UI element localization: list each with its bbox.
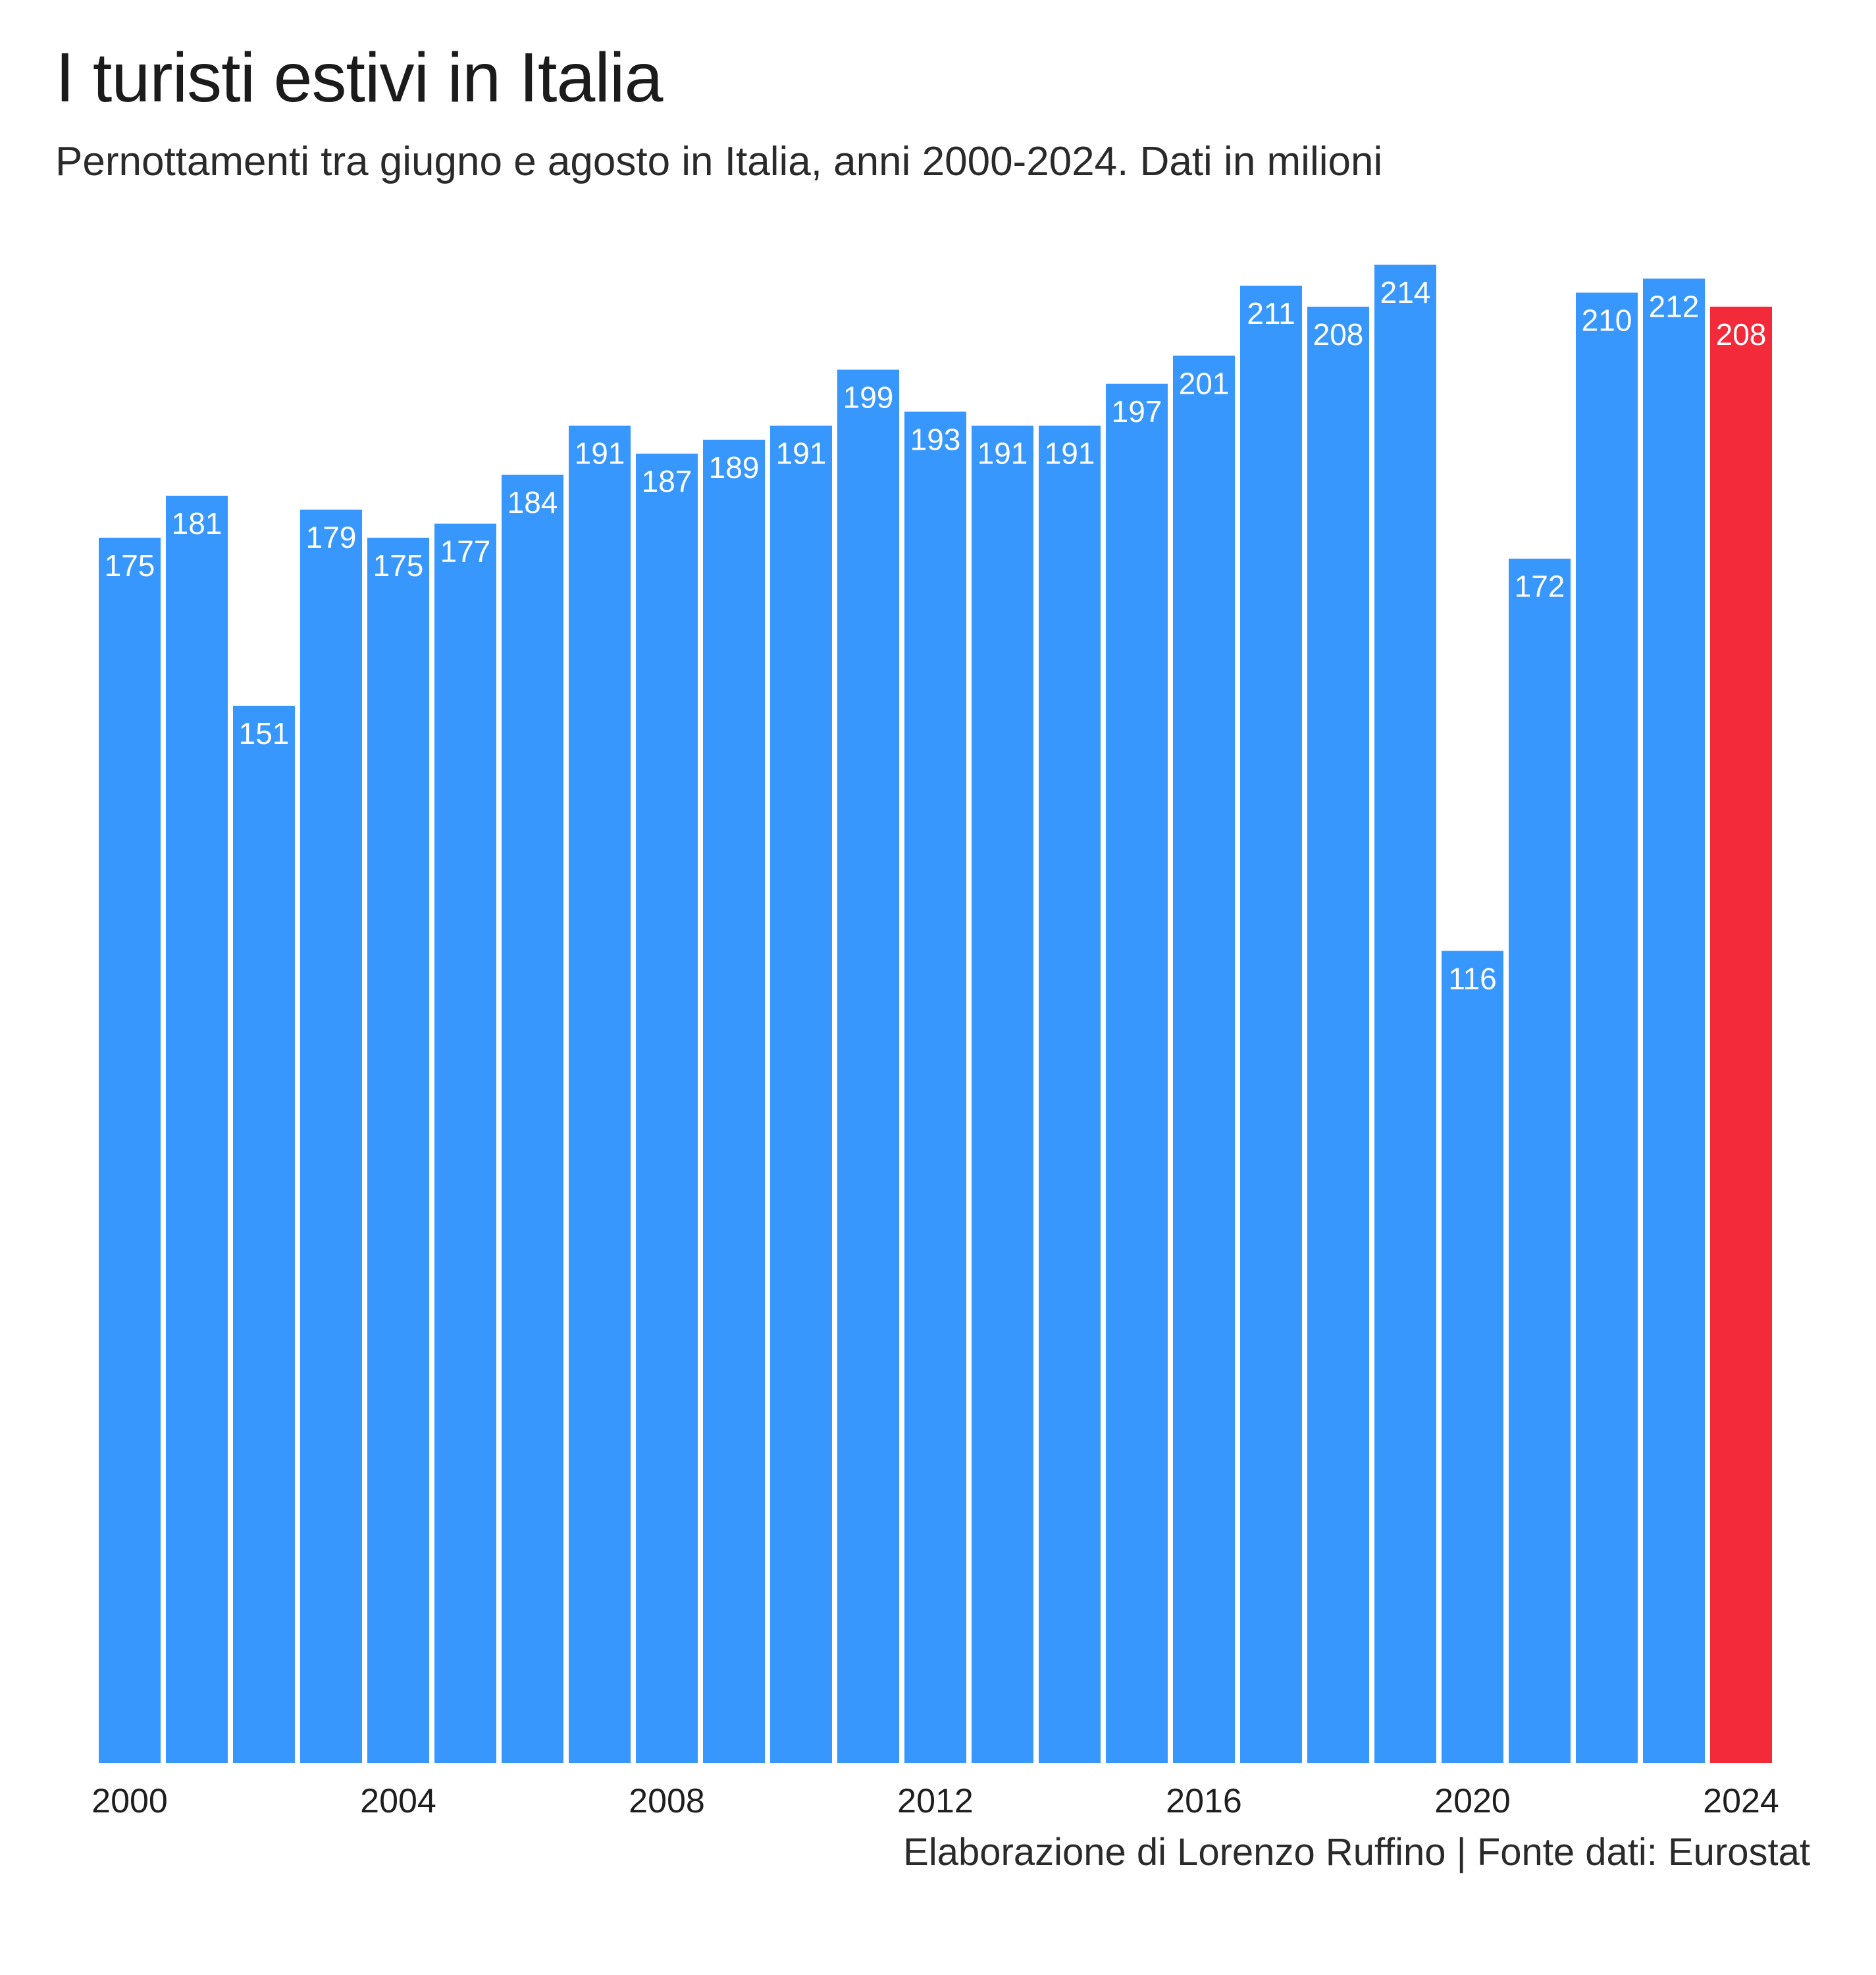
bar-2021 xyxy=(1509,558,1571,1763)
bar-2020 xyxy=(1442,951,1503,1763)
chart-title: I turisti estivi in Italia xyxy=(55,39,663,117)
bar-2016 xyxy=(1173,356,1235,1763)
bar-2019 xyxy=(1374,265,1436,1763)
bar-2017 xyxy=(1240,285,1302,1764)
bar-2010 xyxy=(770,425,832,1763)
bar-2022 xyxy=(1576,292,1638,1764)
value-labels-group: 175 181 151 179 175 177 184 191 187 189 191 199 193 1… xyxy=(105,275,1767,995)
bar-2009 xyxy=(703,439,765,1763)
bar-2003 xyxy=(300,510,362,1764)
x-tick-label-2024: 2024 xyxy=(1703,1782,1779,1820)
bar-2007 xyxy=(569,425,631,1763)
x-axis-ticks: 2000 2004 2008 2012 2016 2020 2024 xyxy=(91,1782,1779,1820)
value-label-2006: 184 xyxy=(508,485,558,519)
bar-2014 xyxy=(1039,425,1101,1763)
value-label-2009: 189 xyxy=(709,450,760,485)
value-label-2004: 175 xyxy=(373,548,424,583)
bar-2023 xyxy=(1643,278,1705,1764)
value-label-2017: 211 xyxy=(1247,296,1295,330)
value-label-2019: 214 xyxy=(1380,275,1431,309)
value-label-2008: 187 xyxy=(642,464,692,498)
value-label-2001: 181 xyxy=(172,506,222,540)
bar-2015 xyxy=(1106,383,1168,1763)
x-tick-label-2020: 2020 xyxy=(1434,1782,1511,1820)
value-label-2002: 151 xyxy=(239,716,290,750)
x-tick-label-2004: 2004 xyxy=(360,1782,436,1820)
bar-2011 xyxy=(837,369,899,1763)
bar-2002 xyxy=(233,706,295,1763)
bar-2018 xyxy=(1307,306,1369,1764)
x-tick-label-2008: 2008 xyxy=(629,1782,705,1820)
bar-2012 xyxy=(904,411,966,1764)
value-label-2024: 208 xyxy=(1716,317,1767,352)
x-tick-label-2016: 2016 xyxy=(1166,1782,1242,1820)
bar-2006 xyxy=(502,475,563,1763)
x-tick-label-2000: 2000 xyxy=(91,1782,168,1820)
value-label-2018: 208 xyxy=(1313,317,1364,352)
bar-2005 xyxy=(434,523,496,1763)
value-label-2011: 199 xyxy=(843,381,894,415)
value-label-2000: 175 xyxy=(105,548,155,583)
value-label-2021: 172 xyxy=(1515,569,1565,604)
bar-2013 xyxy=(972,425,1033,1763)
value-label-2016: 201 xyxy=(1179,366,1230,400)
bar-2000 xyxy=(99,537,161,1763)
value-label-2013: 191 xyxy=(977,436,1028,471)
x-tick-label-2012: 2012 xyxy=(897,1782,974,1820)
source-caption: Elaborazione di Lorenzo Ruffino | Fonte … xyxy=(903,1831,1810,1874)
value-label-2022: 210 xyxy=(1582,303,1632,338)
bar-2001 xyxy=(166,495,228,1764)
value-label-2003: 179 xyxy=(306,520,357,554)
value-label-2005: 177 xyxy=(440,535,491,569)
value-label-2007: 191 xyxy=(575,436,625,471)
value-label-2020: 116 xyxy=(1448,961,1496,995)
chart-subtitle: Pernottamenti tra giugno e agosto in Ita… xyxy=(55,139,1383,184)
value-label-2015: 197 xyxy=(1112,394,1162,429)
value-label-2010: 191 xyxy=(776,436,827,471)
value-label-2012: 193 xyxy=(910,422,961,456)
bar-2024 xyxy=(1710,306,1772,1764)
bar-2004 xyxy=(367,537,429,1763)
value-label-2023: 212 xyxy=(1649,289,1700,323)
bar-2008 xyxy=(636,454,698,1763)
bars-group xyxy=(99,265,1772,1764)
value-label-2014: 191 xyxy=(1045,436,1095,471)
